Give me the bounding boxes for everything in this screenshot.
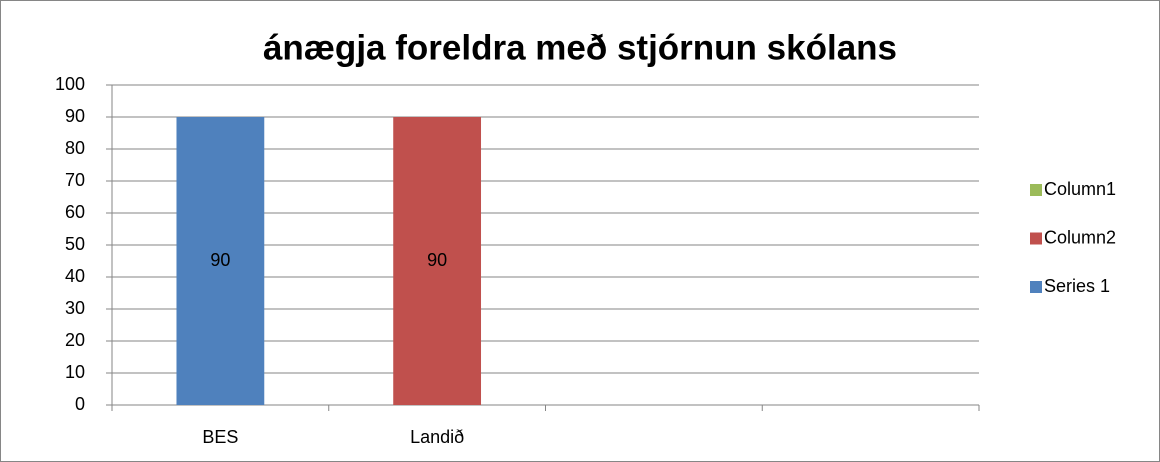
x-tick-label: BES [202, 427, 238, 447]
legend-swatch [1030, 184, 1042, 196]
y-tick-label: 100 [55, 74, 85, 94]
legend-swatch [1030, 281, 1042, 293]
y-tick-label: 30 [65, 298, 85, 318]
y-tick-label: 60 [65, 202, 85, 222]
legend-swatch [1030, 232, 1042, 245]
y-tick-label: 80 [65, 138, 85, 158]
y-tick-label: 40 [65, 266, 85, 286]
chart-title: ánægja foreldra með stjórnun skólans [263, 28, 897, 67]
legend-label: Column1 [1044, 179, 1116, 199]
y-tick-label: 0 [75, 394, 85, 414]
y-tick-label: 90 [65, 106, 85, 126]
y-tick-label: 50 [65, 234, 85, 254]
y-tick-label: 20 [65, 330, 85, 350]
data-label: 90 [427, 250, 447, 270]
y-tick-label: 10 [65, 362, 85, 382]
bar [393, 117, 482, 405]
data-label: 90 [210, 250, 230, 270]
legend-label: Column2 [1044, 227, 1116, 247]
y-tick-label: 70 [65, 170, 85, 190]
bar [176, 117, 265, 405]
legend-label: Series 1 [1044, 276, 1110, 296]
x-tick-label: Landið [410, 427, 464, 447]
